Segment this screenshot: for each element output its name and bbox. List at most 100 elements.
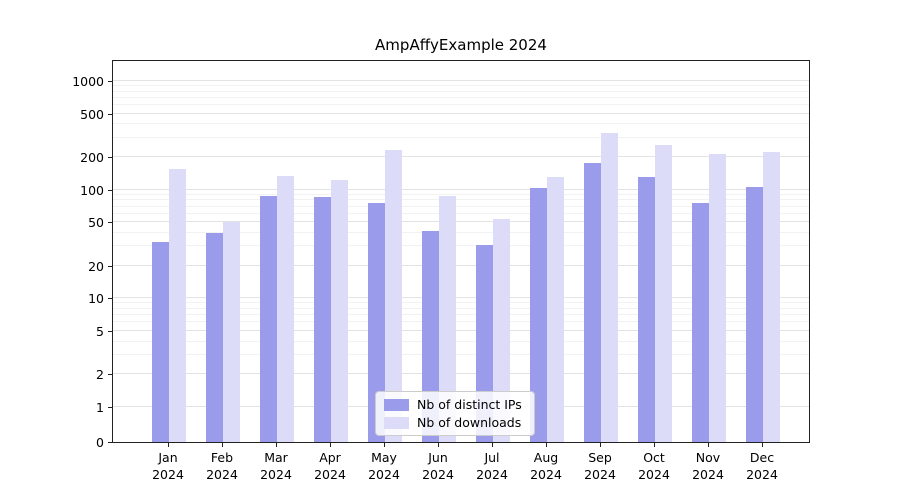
- x-label-year: 2024: [530, 466, 562, 482]
- minor-gridline: [113, 199, 809, 201]
- major-gridline: [113, 221, 809, 223]
- y-axis-tick-label: 1000: [72, 73, 104, 89]
- x-axis-tick-label: May 2024: [354, 450, 414, 484]
- major-gridline: [113, 155, 809, 157]
- bar-distinct-ips: [368, 203, 385, 442]
- x-label-month: Jul: [484, 450, 500, 465]
- y-tick-mark: [108, 80, 112, 82]
- x-tick-mark: [168, 443, 169, 447]
- bar-downloads: [763, 152, 780, 442]
- x-axis-tick-label: Mar 2024: [246, 450, 306, 484]
- y-tick-mark: [108, 298, 112, 300]
- minor-gridline: [113, 321, 809, 323]
- x-axis-tick-label: Oct 2024: [624, 450, 684, 484]
- minor-gridline: [113, 136, 809, 138]
- x-tick-mark: [330, 443, 331, 447]
- y-axis-tick-label: 200: [80, 149, 104, 165]
- x-label-year: 2024: [152, 466, 184, 482]
- chart-title: AmpAffyExample 2024: [375, 36, 547, 54]
- legend-swatch-ips: [384, 398, 409, 411]
- bar-downloads: [223, 222, 240, 442]
- x-label-year: 2024: [692, 466, 724, 482]
- major-gridline: [113, 188, 809, 190]
- x-tick-mark: [222, 443, 223, 447]
- major-gridline: [113, 80, 809, 81]
- bar-downloads: [601, 133, 618, 442]
- bar-distinct-ips: [152, 241, 169, 442]
- x-label-month: Aug: [533, 450, 559, 465]
- x-tick-mark: [276, 443, 277, 447]
- x-label-year: 2024: [368, 466, 400, 482]
- minor-gridline: [113, 84, 809, 86]
- x-label-month: May: [371, 450, 397, 465]
- y-tick-mark: [108, 113, 112, 115]
- x-label-year: 2024: [476, 466, 508, 482]
- bar-downloads: [169, 168, 186, 442]
- minor-gridline: [113, 354, 809, 356]
- y-axis-tick-label: 100: [80, 182, 104, 198]
- bar-distinct-ips: [422, 230, 439, 442]
- bar-downloads: [385, 150, 402, 442]
- x-tick-mark: [600, 443, 601, 447]
- x-axis-tick-label: Apr 2024: [300, 450, 360, 484]
- y-tick-mark: [108, 156, 112, 158]
- minor-gridline: [113, 104, 809, 106]
- y-axis-tick-label: 500: [80, 106, 104, 122]
- legend-item-downloads: Nb of downloads: [384, 415, 522, 430]
- major-gridline: [113, 112, 809, 114]
- minor-gridline: [113, 231, 809, 233]
- x-axis-tick-label: Aug 2024: [516, 450, 576, 484]
- x-label-month: Mar: [264, 450, 288, 465]
- y-axis-tick-label: 0: [96, 434, 104, 450]
- x-label-year: 2024: [746, 466, 778, 482]
- x-label-year: 2024: [206, 466, 238, 482]
- minor-gridline: [113, 314, 809, 316]
- bar-distinct-ips: [638, 177, 655, 442]
- x-axis-tick-label: Jun 2024: [408, 450, 468, 484]
- x-label-month: Apr: [319, 450, 341, 465]
- legend: Nb of distinct IPs Nb of downloads: [375, 391, 535, 436]
- minor-gridline: [113, 307, 809, 309]
- bar-downloads: [709, 153, 726, 442]
- major-gridline: [113, 264, 809, 266]
- minor-gridline: [113, 90, 809, 92]
- y-axis-tick-label: 50: [88, 215, 104, 231]
- y-tick-mark: [108, 442, 112, 443]
- minor-gridline: [113, 96, 809, 98]
- x-label-month: Jun: [428, 450, 448, 465]
- bar-downloads: [493, 218, 510, 442]
- x-label-year: 2024: [260, 466, 292, 482]
- x-tick-mark: [654, 443, 655, 447]
- y-tick-mark: [108, 407, 112, 408]
- bar-distinct-ips: [260, 195, 277, 442]
- bar-distinct-ips: [314, 197, 331, 442]
- x-axis-tick-label: Feb 2024: [192, 450, 252, 484]
- x-axis-tick-label: Sep 2024: [570, 450, 630, 484]
- x-tick-mark: [708, 443, 709, 447]
- bar-distinct-ips: [206, 232, 223, 442]
- x-label-month: Jan: [158, 450, 178, 465]
- x-tick-mark: [438, 443, 439, 447]
- bar-distinct-ips: [746, 187, 763, 442]
- y-axis-tick-label: 1: [96, 399, 104, 415]
- y-axis-tick-label: 20: [88, 258, 104, 274]
- bar-downloads: [547, 177, 564, 442]
- minor-gridline: [113, 302, 809, 304]
- x-axis-tick-label: Nov 2024: [678, 450, 738, 484]
- x-axis-tick-label: Jul 2024: [462, 450, 522, 484]
- legend-label-ips: Nb of distinct IPs: [417, 397, 522, 412]
- x-label-year: 2024: [314, 466, 346, 482]
- bar-distinct-ips: [692, 202, 709, 442]
- bar-downloads: [277, 176, 294, 442]
- y-axis-tick-label: 5: [96, 323, 104, 339]
- bar-downloads: [439, 195, 456, 442]
- y-axis-tick-label: 2: [96, 367, 104, 383]
- major-gridline: [113, 373, 809, 375]
- bar-distinct-ips: [584, 163, 601, 442]
- legend-swatch-downloads: [384, 416, 409, 429]
- x-tick-mark: [546, 443, 547, 447]
- bar-downloads: [655, 145, 672, 442]
- bar-distinct-ips: [530, 188, 547, 442]
- x-label-month: Nov: [695, 450, 721, 465]
- x-label-year: 2024: [584, 466, 616, 482]
